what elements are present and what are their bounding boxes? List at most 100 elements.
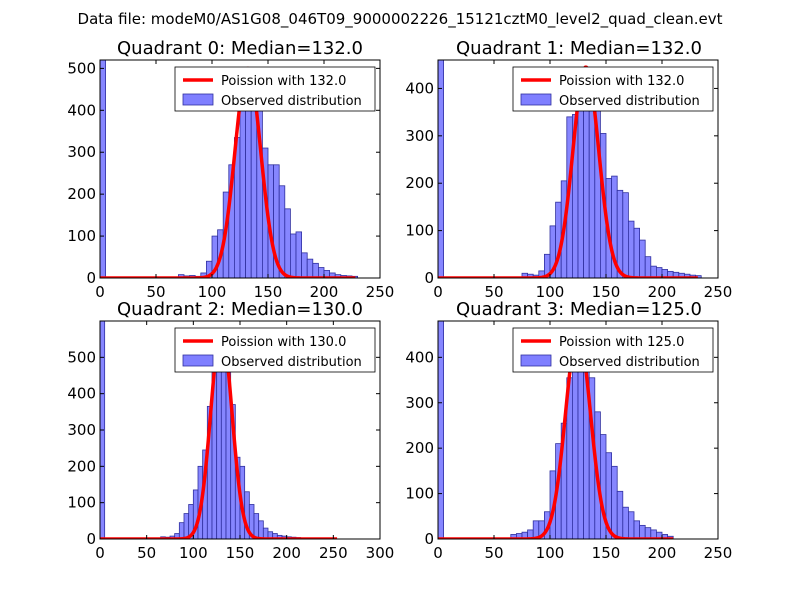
histogram-bar xyxy=(644,256,652,278)
y-tick-label: 300 xyxy=(67,421,96,439)
y-tick-label: 100 xyxy=(405,485,434,503)
legend-label-poisson: Poission with 132.0 xyxy=(221,74,346,89)
x-tick-label: 250 xyxy=(704,283,733,301)
x-tick-label: 150 xyxy=(254,283,283,301)
x-tick-label: 100 xyxy=(536,544,565,562)
legend-bar-swatch xyxy=(520,354,552,367)
y-tick-label: 0 xyxy=(86,269,96,287)
histogram-bar xyxy=(611,465,618,539)
x-tick-label: 150 xyxy=(592,283,621,301)
histogram-bar xyxy=(622,192,629,278)
x-tick-label: 0 xyxy=(433,283,443,301)
x-tick-label: 200 xyxy=(272,544,301,562)
y-tick-label: 100 xyxy=(405,222,434,240)
y-tick-label: 200 xyxy=(405,174,434,192)
x-tick-label: 200 xyxy=(310,283,339,301)
histogram-bar xyxy=(633,227,640,278)
subplot-title: Quadrant 1: Median=132.0 xyxy=(456,38,702,59)
y-tick-label: 0 xyxy=(424,269,434,287)
x-tick-label: 250 xyxy=(704,544,733,562)
plot-area xyxy=(438,321,675,539)
y-tick-label: 100 xyxy=(67,494,96,512)
y-tick-label: 400 xyxy=(67,385,96,403)
histogram-bar xyxy=(301,252,308,278)
y-tick-label: 400 xyxy=(405,348,434,366)
axes-frame xyxy=(437,59,719,279)
histogram-bar xyxy=(650,265,657,278)
histogram-bar xyxy=(628,220,635,278)
legend-label-poisson: Poission with 130.0 xyxy=(221,335,346,350)
axes-frame xyxy=(99,59,381,279)
x-tick-label: 250 xyxy=(366,283,395,301)
legend-bar-swatch xyxy=(182,354,214,367)
poisson-curve xyxy=(100,66,357,278)
poisson-curve xyxy=(438,65,700,278)
histogram-bar xyxy=(639,524,646,539)
histogram-bar xyxy=(289,233,297,278)
x-tick-label: 150 xyxy=(226,544,255,562)
subplot-quadrant-3: Quadrant 3: Median=125.0 0 50 100 150 200 250… xyxy=(405,299,732,562)
y-tick-label: 200 xyxy=(67,185,96,203)
histogram-bar xyxy=(284,208,291,278)
y-tick-label: 400 xyxy=(405,79,434,97)
histogram-bar xyxy=(438,60,444,278)
legend: Poission with 125.0 Observed distribution xyxy=(512,327,714,373)
y-tick-label: 200 xyxy=(67,457,96,475)
histogram-bar xyxy=(312,262,319,278)
legend-bar-swatch xyxy=(182,93,214,106)
legend: Poission with 132.0 Observed distribution xyxy=(512,66,714,112)
legend-label-poisson: Poission with 125.0 xyxy=(559,335,684,350)
y-tick-label: 0 xyxy=(86,530,96,548)
histogram-bar xyxy=(438,321,444,539)
x-tick-label: 0 xyxy=(95,283,105,301)
x-tick-label: 200 xyxy=(648,544,677,562)
histogram-bar xyxy=(577,345,584,539)
histogram-bar xyxy=(178,522,185,539)
subplot-quadrant-0: Quadrant 0: Median=132.0 0 50 100 150 200 250… xyxy=(67,38,394,301)
y-tick-label: 400 xyxy=(67,101,96,119)
legend-label-observed: Observed distribution xyxy=(559,355,700,370)
x-tick-label: 100 xyxy=(198,283,227,301)
subplot-title: Quadrant 0: Median=132.0 xyxy=(117,38,363,59)
x-tick-label: 300 xyxy=(366,544,395,562)
histogram-bar xyxy=(100,60,106,278)
y-tick-label: 300 xyxy=(405,394,434,412)
x-tick-label: 250 xyxy=(319,544,348,562)
y-tick-label: 500 xyxy=(67,348,96,366)
plot-area xyxy=(100,60,358,278)
figure-title: Data file: modeM0/AS1G08_046T09_90000022… xyxy=(78,10,723,29)
histogram-bar xyxy=(622,506,629,539)
histogram-bar xyxy=(183,513,190,539)
y-tick-label: 300 xyxy=(405,127,434,145)
legend-label-observed: Observed distribution xyxy=(559,94,700,109)
histogram-bar xyxy=(216,356,222,539)
histogram-bar xyxy=(306,258,314,278)
legend-label-observed: Observed distribution xyxy=(221,355,362,370)
histogram-bar xyxy=(577,99,584,278)
x-tick-label: 100 xyxy=(179,544,208,562)
y-tick-label: 100 xyxy=(67,227,96,245)
legend-label-observed: Observed distribution xyxy=(221,94,362,109)
x-tick-label: 0 xyxy=(95,544,105,562)
histogram-bar xyxy=(572,356,579,539)
histogram-bar xyxy=(628,511,635,539)
x-tick-label: 200 xyxy=(648,283,677,301)
x-tick-label: 50 xyxy=(137,544,156,562)
subplot-quadrant-2: Quadrant 2: Median=130.0 0 50 100 150 200 250… xyxy=(67,299,394,562)
histogram-bar xyxy=(295,231,302,278)
subplot-quadrant-1: Quadrant 1: Median=132.0 0 50 100 150 200 250… xyxy=(405,38,732,301)
histogram-bar xyxy=(278,185,286,278)
axes-frame xyxy=(437,320,719,540)
y-tick-label: 0 xyxy=(424,530,434,548)
histogram-bar xyxy=(583,83,590,278)
histogram-bar xyxy=(616,490,624,539)
x-tick-label: 0 xyxy=(433,544,443,562)
plot-area xyxy=(438,60,702,278)
x-tick-label: 150 xyxy=(592,544,621,562)
subplot-title: Quadrant 2: Median=130.0 xyxy=(117,299,363,320)
y-tick-label: 500 xyxy=(67,59,96,77)
y-tick-label: 300 xyxy=(67,143,96,161)
x-tick-label: 100 xyxy=(536,283,565,301)
histogram-bar xyxy=(639,239,646,278)
